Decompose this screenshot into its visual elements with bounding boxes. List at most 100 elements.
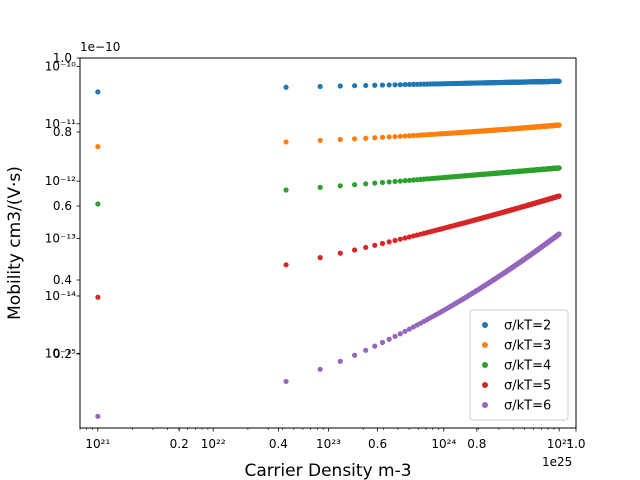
legend-box [469,309,569,421]
data-point [402,178,408,184]
data-point [337,358,343,364]
data-point [410,132,417,139]
overlay-x-ticks: 0.2 0.4 0.6 0.8 1.0 [170,428,586,451]
data-point [556,231,562,237]
legend-marker [482,382,488,388]
legend-label: σ/kT=5 [504,379,551,394]
overlay-y-tick-label: 0.8 [53,125,72,139]
y-tick-label: 10⁻¹⁰ [45,59,76,73]
data-point [392,333,398,339]
data-point [337,83,343,89]
data-point [406,81,413,88]
data-point [379,134,386,140]
overlay-y-tick-label: 0.2 [53,347,72,361]
legend-marker [482,402,488,408]
legend: σ/kT=2 σ/kT=3 σ/kT=4 σ/kT=5 σ/kT=6 [469,309,569,421]
overlay-x-tick-label: 0.6 [368,437,387,451]
overlay-y-tick-label: 0.6 [53,199,72,213]
data-point [392,82,398,88]
data-point [317,184,323,190]
y-tick-label: 10⁻¹² [45,174,76,188]
plot-frame [79,57,577,429]
data-point [372,135,378,141]
data-point [406,133,413,139]
legend-marker [482,322,488,328]
data-point [386,82,392,88]
data-point [363,181,369,187]
data-point [351,182,358,188]
data-point [351,83,358,89]
y-tick-label: 10⁻¹¹ [45,117,76,131]
overlay-x-tick-label: 1.0 [566,437,585,451]
data-point [317,255,323,261]
data-point [372,180,378,186]
data-point [283,187,289,193]
data-point [363,244,369,251]
data-point [392,134,398,140]
data-point [363,82,369,89]
data-point [351,352,358,358]
data-point [317,137,323,144]
y-axis-label: Mobility cm3/(V·s) [5,166,25,320]
legend-label: σ/kT=4 [504,359,551,374]
data-point [372,343,378,349]
data-point [406,326,413,332]
x-axis-ticks: 10²¹ 10²² 10²³ 10²⁴ 10²⁵ [79,428,572,451]
data-point [406,177,413,183]
data-point [283,378,289,385]
x-axis-label: Carrier Density m-3 [244,461,411,480]
overlay-x-tick-label: 0.2 [170,437,189,451]
overlay-y-ticks: 0.2 0.4 0.6 0.8 1.0 [53,51,80,361]
data-point [372,82,378,88]
data-point [386,336,392,342]
y-tick-label: 10⁻¹³ [45,232,76,246]
data-point [372,242,378,248]
data-point [402,81,408,88]
y-tick-label: 10⁻¹⁵ [45,346,76,360]
data-point [386,239,392,245]
legend-label: σ/kT=6 [504,399,551,414]
x-tick-label: 10²⁵ [547,437,572,451]
data-point [386,134,392,140]
overlay-y-tick-label: 0.4 [53,273,72,287]
data-point [397,133,403,139]
data-point [402,235,408,241]
data-point [402,133,408,139]
overlay-x-tick-label: 0.8 [467,437,486,451]
data-point [283,139,289,145]
data-point [95,413,101,419]
overlay-x-tick-label: 0.4 [269,437,288,451]
data-point [410,81,417,87]
data-point [95,294,101,300]
data-point [337,183,343,189]
data-point [95,144,101,150]
data-point [283,84,289,90]
legend-marker [482,362,488,368]
data-point [379,339,386,346]
data-point [406,234,413,240]
data-point [317,83,323,90]
data-point [379,179,386,186]
data-point [556,78,562,84]
data-point [386,179,392,185]
data-point [317,366,323,372]
data-point [397,82,403,88]
data-point [556,165,562,171]
data-point [397,331,403,337]
data-point [337,136,343,143]
data-point [351,136,358,142]
data-point [556,193,562,199]
legend-label: σ/kT=2 [504,319,551,334]
data-point [337,250,343,256]
data-point [379,240,386,247]
legend-marker [482,342,488,348]
y-offset-label: 1e−10 [80,40,120,54]
data-point [397,178,403,184]
data-point [392,178,398,185]
x-offset-label: 1e25 [542,455,572,469]
x-tick-label: 10²¹ [85,437,110,451]
data-point [402,328,408,334]
x-tick-label: 10²³ [316,437,341,451]
data-point [351,247,358,253]
